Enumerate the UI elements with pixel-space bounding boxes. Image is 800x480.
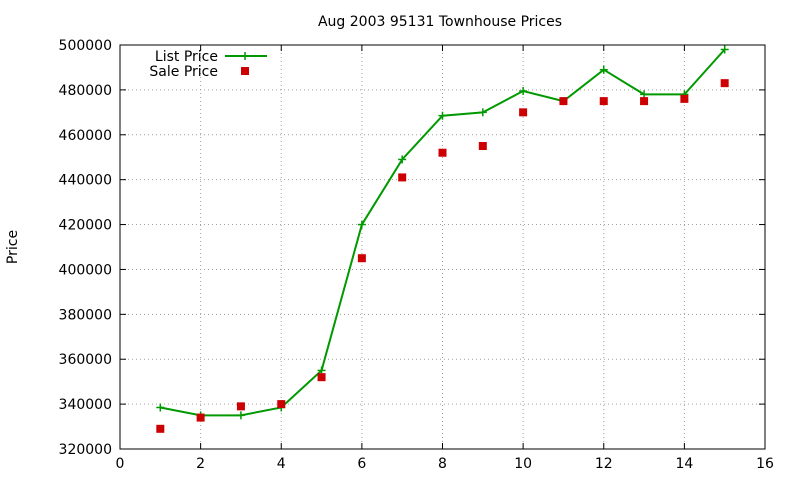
series-layer [156, 45, 729, 433]
sale-price-point [357, 254, 366, 263]
sale-price-point [236, 402, 245, 411]
sale-price-point [640, 97, 649, 106]
sale-price-point [519, 108, 528, 117]
chart-title: Aug 2003 95131 Townhouse Prices [318, 14, 562, 30]
sale-price-point [559, 97, 568, 106]
x-tick-label: 2 [196, 456, 205, 472]
y-tick-label: 340000 [59, 397, 112, 413]
y-tick-label: 320000 [59, 442, 112, 458]
list-price-point [156, 403, 165, 412]
x-tick-label: 8 [438, 456, 447, 472]
y-axis-label: Price [5, 230, 21, 264]
x-tick-label: 14 [675, 456, 693, 472]
y-tick-label: 460000 [59, 128, 112, 144]
list-price-line [160, 48, 726, 417]
list-price-point [398, 155, 407, 164]
y-tick-label: 400000 [59, 262, 112, 278]
x-tick-label: 10 [514, 456, 532, 472]
x-tick-label: 4 [277, 456, 286, 472]
sale-price-point [398, 173, 407, 182]
y-tick-label: 380000 [59, 307, 112, 323]
sale-price-point [599, 97, 608, 106]
list-price-point [720, 45, 729, 54]
list-price-point [236, 411, 245, 420]
y-tick-label: 480000 [59, 83, 112, 99]
list-price-point [317, 366, 326, 375]
sale-price-point [478, 142, 487, 150]
grid [120, 45, 765, 449]
list-price-point [640, 90, 649, 99]
axis-ticks: 0 2 4 6 8 10 12 14 16 320000 340000 360000 380000 400… [59, 38, 774, 472]
y-tick-label: 500000 [59, 38, 112, 54]
list-price-point [357, 220, 366, 229]
sale-price-point [277, 400, 286, 409]
y-tick-label: 440000 [59, 173, 112, 189]
list-price-point [438, 111, 447, 120]
sale-price-point [156, 424, 165, 433]
list-price-point [519, 87, 528, 96]
y-tick-label: 420000 [59, 218, 112, 234]
sale-price-point [196, 413, 205, 422]
sale-price-point [680, 94, 689, 103]
list-price-point [478, 108, 487, 117]
legend-plus-marker [241, 52, 249, 60]
list-price-point [599, 65, 608, 74]
series-1 [156, 79, 729, 433]
sale-price-point [720, 79, 729, 88]
x-tick-label: 16 [756, 456, 774, 472]
x-tick-label: 6 [357, 456, 366, 472]
x-tick-label: 12 [595, 456, 613, 472]
legend-square-marker [241, 67, 249, 75]
legend-label: Sale Price [149, 64, 218, 80]
sale-price-point [317, 373, 326, 382]
y-tick-label: 360000 [59, 352, 112, 368]
sale-price-point [438, 148, 447, 157]
x-tick-label: 0 [116, 456, 125, 472]
legend-label: List Price [155, 49, 218, 65]
